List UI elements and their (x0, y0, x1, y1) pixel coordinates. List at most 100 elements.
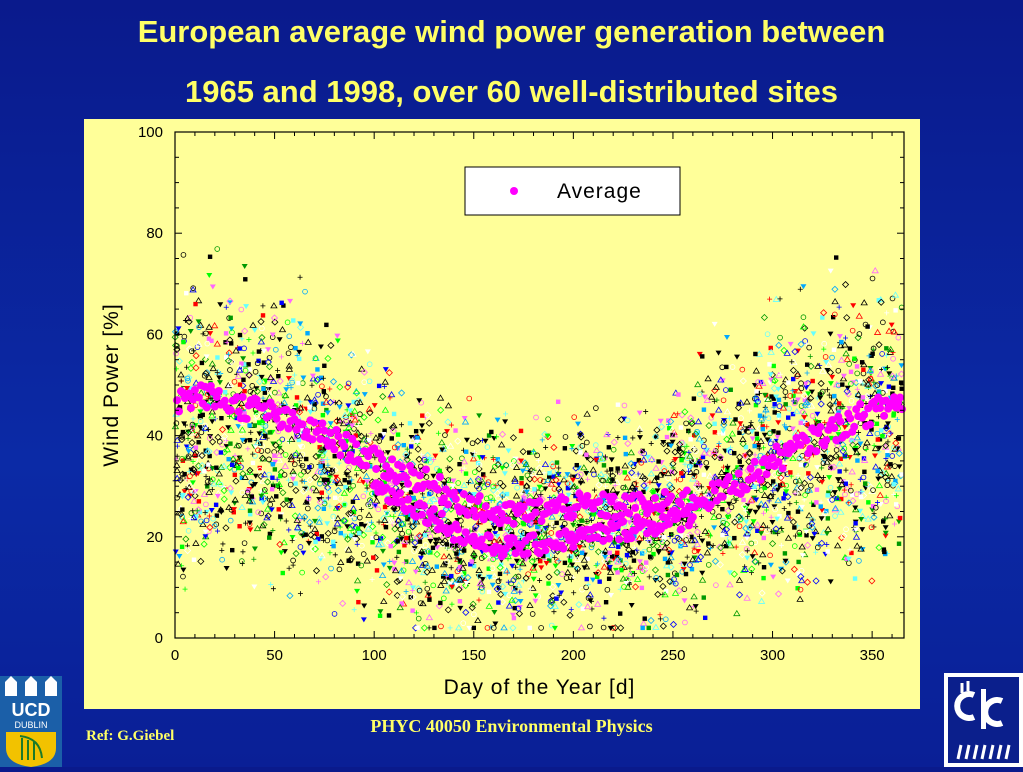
scatter-point (863, 439, 871, 446)
scatter-point (783, 489, 790, 495)
scatter-point (793, 478, 799, 485)
scatter-point (672, 580, 679, 587)
scatter-point (827, 454, 835, 463)
scatter-point (529, 469, 538, 477)
scatter-point (293, 516, 301, 523)
scatter-point (671, 457, 677, 463)
scatter-point (899, 386, 904, 391)
scatter-point (757, 597, 766, 604)
scatter-point (360, 436, 368, 443)
scatter-point (280, 539, 288, 546)
scatter-point (665, 572, 671, 578)
scatter-point (678, 411, 686, 419)
scatter-point (299, 478, 305, 484)
scatter-point (442, 432, 448, 438)
scatter-point (427, 533, 434, 540)
course-title: PHYC 40050 Environmental Physics (370, 716, 653, 736)
scatter-point (513, 585, 518, 591)
scatter-point (478, 585, 485, 591)
scatter-point (331, 611, 338, 617)
scatter-point (285, 382, 291, 388)
scatter-point (604, 586, 611, 593)
scatter-point (345, 380, 352, 387)
scatter-point (519, 468, 526, 474)
scatter-point (511, 477, 519, 485)
scatter-point (314, 376, 322, 384)
scatter-point (560, 524, 566, 530)
scatter-point (227, 367, 233, 373)
scatter-point (288, 501, 296, 508)
scatter-point (697, 463, 704, 469)
scatter-point (678, 425, 684, 430)
scatter-point (351, 416, 359, 423)
scatter-point (353, 464, 362, 471)
scatter-point (609, 472, 617, 480)
scatter-point (762, 406, 770, 413)
scatter-point (437, 406, 445, 414)
scatter-point (884, 346, 889, 351)
scatter-point (556, 465, 562, 471)
scatter-point (400, 537, 409, 545)
scatter-point (720, 506, 725, 512)
scatter-point (782, 551, 788, 556)
scatter-point (854, 364, 860, 369)
scatter-point (637, 448, 645, 456)
scatter-point (275, 367, 281, 373)
scatter-point (689, 475, 697, 482)
scatter-point (602, 554, 609, 560)
scatter-point (485, 602, 493, 609)
average-point (535, 497, 544, 506)
scatter-point (270, 302, 278, 309)
scatter-point (771, 363, 776, 369)
scatter-point (359, 542, 365, 549)
average-point (768, 453, 777, 462)
scatter-point (296, 452, 304, 459)
scatter-point (844, 390, 852, 398)
scatter-point (832, 397, 841, 405)
scatter-point (412, 518, 418, 524)
scatter-point (597, 470, 605, 477)
scatter-point (525, 571, 531, 577)
scatter-point (229, 329, 235, 336)
scatter-point (859, 527, 866, 533)
scatter-point (476, 573, 483, 579)
scatter-point (615, 435, 621, 441)
scatter-point (564, 568, 572, 575)
scatter-point (547, 495, 553, 501)
scatter-point (252, 444, 259, 450)
average-point (822, 436, 831, 445)
average-point (742, 485, 751, 494)
scatter-point (520, 520, 526, 526)
scatter-point (315, 367, 320, 372)
scatter-point (513, 558, 520, 564)
scatter-point (843, 481, 848, 486)
scatter-point (417, 555, 424, 561)
scatter-point (223, 331, 229, 336)
scatter-point (826, 490, 831, 495)
scatter-point (839, 339, 844, 345)
scatter-point (548, 513, 556, 520)
scatter-point (279, 489, 287, 497)
scatter-point (755, 379, 761, 385)
scatter-point (885, 430, 894, 438)
average-point (352, 440, 361, 449)
scatter-point (761, 432, 768, 438)
scatter-point (715, 406, 723, 413)
scatter-point (257, 465, 262, 471)
scatter-point (711, 386, 719, 395)
scatter-point (812, 417, 818, 423)
y-axis-label: Wind Power [%] (100, 303, 123, 466)
average-point (836, 417, 845, 426)
scatter-point (593, 457, 600, 463)
scatter-point (297, 321, 304, 327)
scatter-point (185, 318, 193, 326)
scatter-point (820, 315, 825, 320)
average-point (682, 486, 691, 495)
scatter-point (315, 579, 321, 585)
scatter-point (681, 598, 688, 604)
scatter-point (462, 581, 470, 590)
scatter-point (249, 321, 257, 328)
scatter-point (827, 579, 834, 585)
scatter-point (570, 522, 577, 528)
average-point (866, 420, 875, 429)
